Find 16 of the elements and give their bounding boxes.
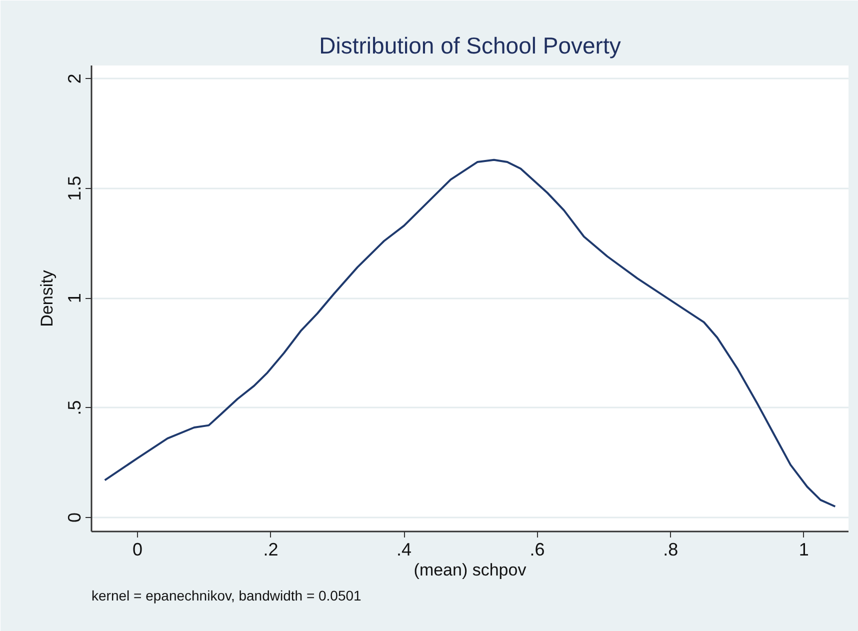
x-tick-label: .2 bbox=[263, 540, 278, 560]
x-tick-label: .6 bbox=[530, 540, 545, 560]
x-tick-label: 1 bbox=[798, 540, 809, 560]
y-tick-label: 1.5 bbox=[64, 176, 84, 201]
x-tick-label: .4 bbox=[396, 540, 412, 560]
x-tick-label: .8 bbox=[663, 540, 678, 560]
y-axis-title: Density bbox=[38, 270, 56, 327]
y-tick-label: 1 bbox=[64, 293, 84, 304]
x-tick-label: 0 bbox=[132, 540, 142, 560]
y-tick-label: 2 bbox=[64, 74, 84, 84]
chart-title: Distribution of School Poverty bbox=[319, 32, 622, 58]
text: kernel = epanechnikov, bandwidth = 0.0501 bbox=[92, 588, 362, 604]
y-tick-label: .5 bbox=[64, 400, 84, 416]
x-axis-title: (mean) schpov bbox=[414, 560, 527, 580]
y-tick-label: 0 bbox=[64, 512, 84, 522]
line-series bbox=[104, 158, 836, 508]
